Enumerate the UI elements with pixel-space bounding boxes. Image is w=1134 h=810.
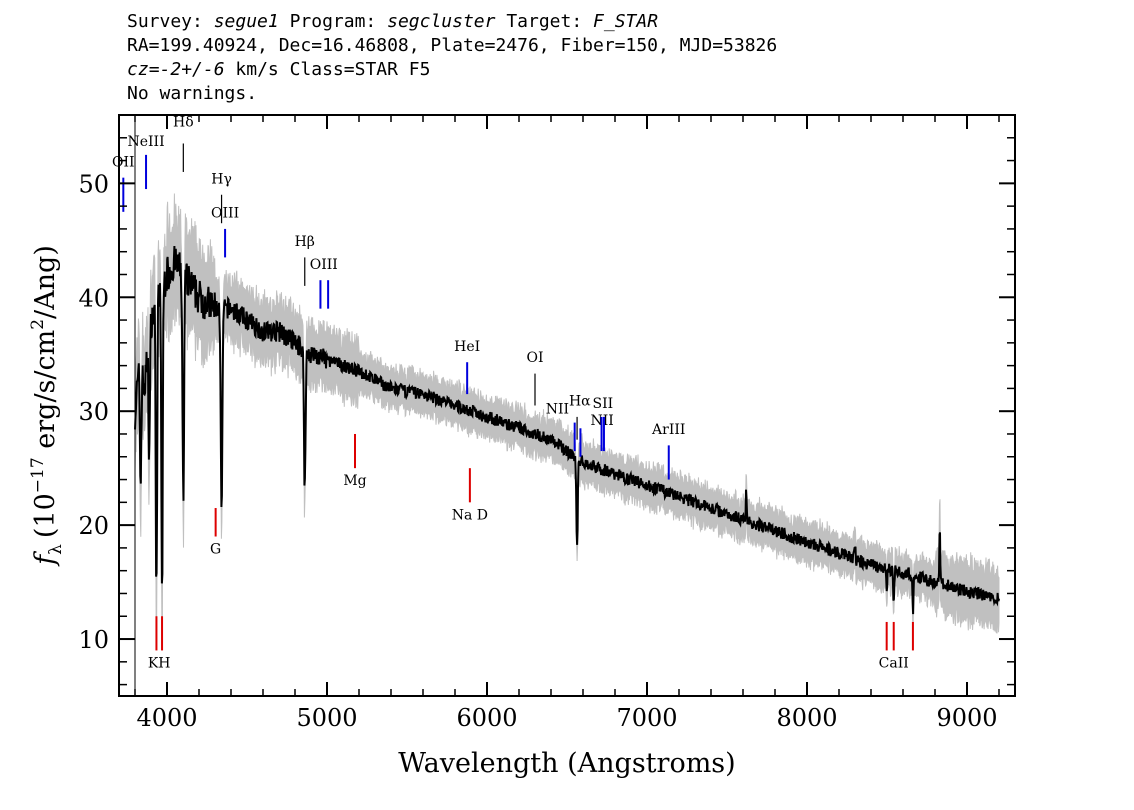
target-label: Target: <box>495 11 594 32</box>
line-markers: OIINeIIIHδHγOIIIHβOIIIHeIOINIIHαNIISIIAr… <box>112 114 914 672</box>
x-tick-label: 8000 <box>776 704 837 732</box>
header-line-coords: RA=199.40924, Dec=16.46808, Plate=2476, … <box>127 35 778 56</box>
line-marker-label: OI <box>526 350 543 366</box>
x-tick-label: 9000 <box>936 704 997 732</box>
line-marker-label: NeIII <box>127 134 164 150</box>
ylabel-close: /Ang) <box>30 245 61 319</box>
axes: 4000 5000 6000 7000 8000 9000 10 20 30 40 50 <box>78 115 1015 732</box>
survey-value: segue1 <box>213 11 279 32</box>
x-tick-label: 4000 <box>136 704 197 732</box>
program-label: Program: <box>278 11 388 32</box>
cz-equals: = <box>148 59 160 80</box>
survey-label: Survey: <box>127 11 214 32</box>
cz-unit-class: km/s Class=STAR F5 <box>224 59 431 80</box>
cz-label: cz <box>127 59 149 80</box>
header-line-redshift: cz=-2+/-6 km/s Class=STAR F5 <box>127 58 777 82</box>
line-marker-label: NII <box>546 401 569 417</box>
flux-line <box>134 245 1000 615</box>
y-axis-label: fλ (10−17 erg/s/cm2/Ang) <box>28 245 66 567</box>
line-marker-label: CaII <box>879 656 909 672</box>
ylabel-mid: erg/s/cm <box>30 330 61 458</box>
line-marker-label: OII <box>112 154 135 170</box>
ylabel-lambda: λ <box>46 544 66 555</box>
header-line-warnings: No warnings. <box>127 83 258 104</box>
line-marker-label: HeI <box>454 339 480 355</box>
y-tick-label: 30 <box>78 398 109 426</box>
line-marker-label: Hδ <box>173 114 194 130</box>
x-tick-label: 7000 <box>616 704 677 732</box>
line-marker-label: G <box>210 542 221 558</box>
ylabel-open: (10 <box>30 493 61 538</box>
line-marker-label: SII <box>593 396 614 412</box>
spectrum-header: Survey: segue1 Program: segcluster Targe… <box>127 10 777 106</box>
line-marker-label: Na D <box>452 507 488 523</box>
x-axis-label: Wavelength (Angstroms) <box>398 748 735 779</box>
y-tick-label: 50 <box>78 170 109 198</box>
ylabel-f: f <box>30 551 61 567</box>
ylabel-sq: 2 <box>28 319 48 330</box>
line-marker-label: Hβ <box>295 234 315 250</box>
cz-value: -2+/-6 <box>159 59 225 80</box>
line-marker-label: ArIII <box>651 422 685 438</box>
line-marker-label: Hα <box>569 394 591 410</box>
flux-series <box>134 245 1000 615</box>
y-tick-label: 40 <box>78 284 109 312</box>
ylabel-exp: −17 <box>28 457 48 493</box>
program-value: segcluster <box>387 11 496 32</box>
y-tick-label: 10 <box>78 626 109 654</box>
y-axis-label-text: fλ (10−17 erg/s/cm2/Ang) <box>28 245 66 567</box>
line-marker-label: Hγ <box>211 171 232 187</box>
x-tick-label: 6000 <box>456 704 517 732</box>
line-marker-label: OIII <box>310 257 338 273</box>
line-marker-label: KH <box>148 656 171 672</box>
plot-frame <box>118 114 1016 697</box>
y-tick-label: 20 <box>78 512 109 540</box>
header-line-survey: Survey: segue1 Program: segcluster Targe… <box>127 10 777 34</box>
target-value: F_STAR <box>593 11 659 32</box>
line-marker-label: Mg <box>343 473 366 489</box>
x-tick-label: 5000 <box>296 704 357 732</box>
line-marker-label: OIII <box>211 206 239 222</box>
